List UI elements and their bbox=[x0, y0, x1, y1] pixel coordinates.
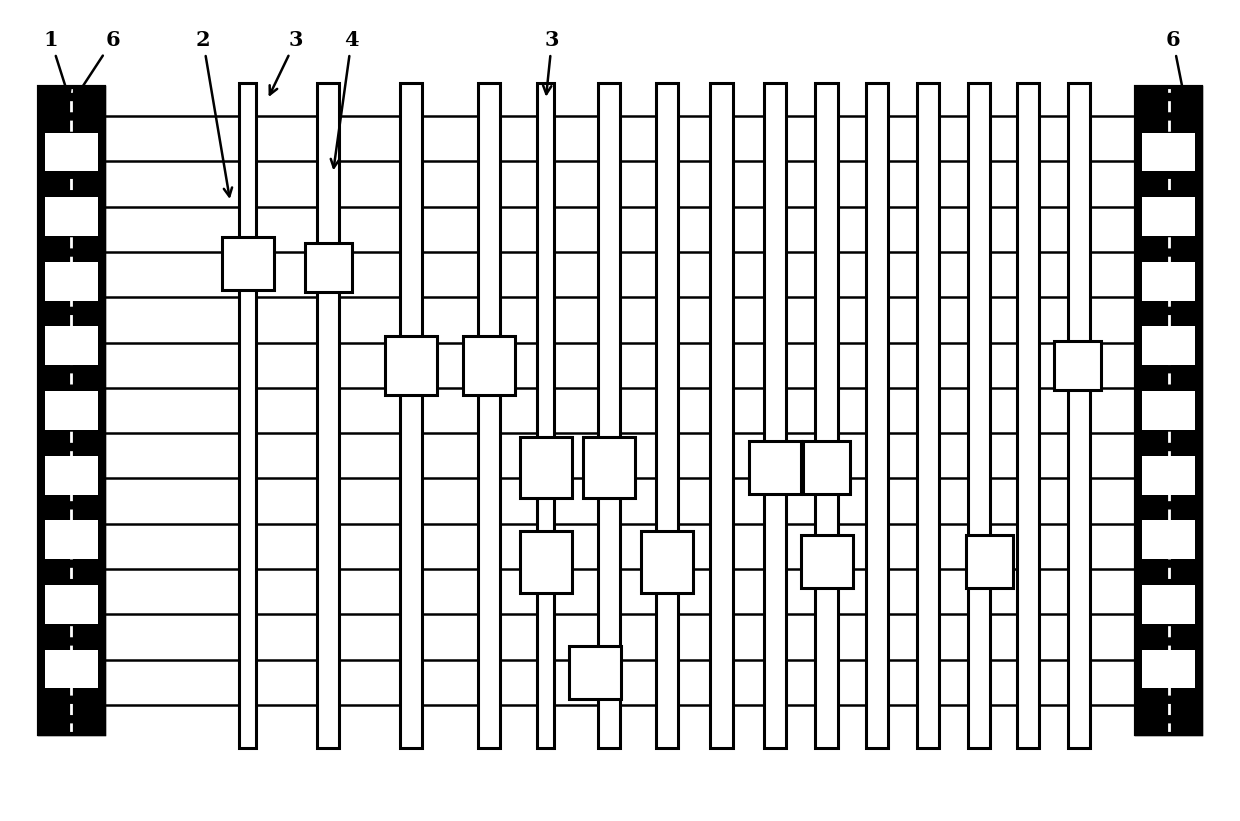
Bar bbox=[1142, 132, 1195, 172]
Bar bbox=[749, 441, 801, 494]
Bar bbox=[966, 535, 1013, 589]
Bar bbox=[463, 336, 515, 395]
Bar bbox=[520, 437, 572, 498]
Bar bbox=[1136, 87, 1202, 734]
Bar bbox=[45, 132, 98, 172]
Bar bbox=[38, 87, 104, 734]
Bar bbox=[38, 87, 104, 734]
Bar bbox=[45, 649, 98, 689]
Bar bbox=[537, 83, 554, 749]
Bar bbox=[801, 535, 853, 589]
Bar bbox=[45, 262, 98, 300]
Bar bbox=[305, 243, 351, 291]
Bar bbox=[569, 646, 621, 699]
Bar bbox=[222, 236, 274, 290]
Bar bbox=[1142, 327, 1195, 365]
Bar bbox=[1054, 341, 1101, 390]
Bar bbox=[1142, 197, 1195, 236]
Bar bbox=[45, 197, 98, 236]
Text: 3: 3 bbox=[269, 30, 303, 94]
Bar bbox=[384, 336, 436, 395]
Bar bbox=[1142, 456, 1195, 494]
Bar bbox=[711, 83, 733, 749]
Bar bbox=[520, 531, 572, 593]
Text: 6: 6 bbox=[1166, 30, 1187, 98]
Bar bbox=[1136, 87, 1202, 734]
Text: 1: 1 bbox=[43, 30, 71, 98]
Bar bbox=[239, 83, 257, 749]
Bar bbox=[916, 83, 939, 749]
Bar bbox=[477, 83, 500, 749]
Bar bbox=[764, 83, 786, 749]
Bar bbox=[45, 585, 98, 624]
Bar bbox=[816, 83, 838, 749]
Bar bbox=[399, 83, 422, 749]
Bar bbox=[1142, 521, 1195, 559]
Bar bbox=[867, 83, 889, 749]
Bar bbox=[967, 83, 990, 749]
Bar bbox=[656, 83, 678, 749]
Text: 3: 3 bbox=[543, 30, 559, 94]
Text: 4: 4 bbox=[331, 30, 358, 167]
Text: 2: 2 bbox=[196, 30, 232, 196]
Bar bbox=[317, 83, 340, 749]
Bar bbox=[1068, 83, 1090, 749]
Bar bbox=[1142, 262, 1195, 300]
Bar bbox=[1142, 649, 1195, 689]
Bar bbox=[598, 83, 620, 749]
Bar bbox=[583, 437, 635, 498]
Text: 6: 6 bbox=[74, 30, 120, 99]
Bar bbox=[45, 521, 98, 559]
Bar bbox=[45, 391, 98, 430]
Bar bbox=[1017, 83, 1039, 749]
Bar bbox=[641, 531, 693, 593]
Bar bbox=[45, 456, 98, 494]
Bar bbox=[45, 327, 98, 365]
Bar bbox=[1142, 391, 1195, 430]
Bar bbox=[804, 441, 851, 494]
Bar bbox=[1142, 585, 1195, 624]
